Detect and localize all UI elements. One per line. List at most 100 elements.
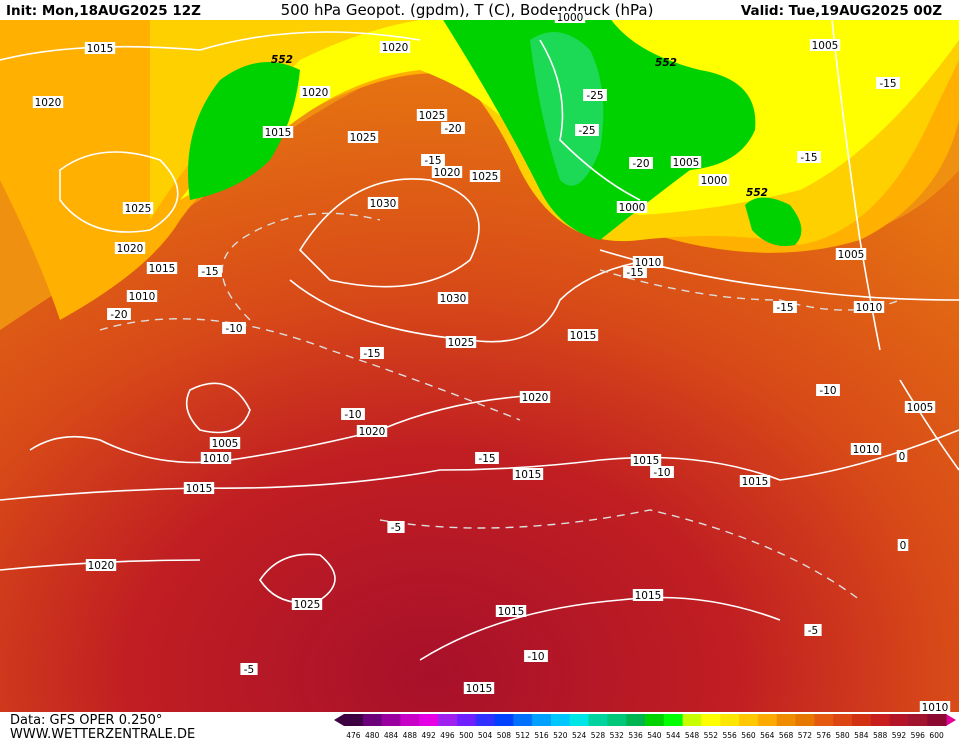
pressure-label: 1010 [856,302,883,314]
label-box [630,454,662,466]
label-box [463,682,495,694]
legend-label: 524 [572,731,587,740]
label-box [896,450,908,462]
temperature-label: -10 [527,651,544,663]
pressure-label: 1020 [88,560,115,572]
legend-swatch [362,714,383,726]
label-box [367,197,399,209]
pressure-label: 1015 [265,127,292,139]
legend-swatch [889,714,909,726]
temperature-label: -10 [653,467,670,479]
label-box [816,384,840,396]
legend-label: 548 [685,731,700,740]
legend-swatch [419,714,439,726]
label-box [209,437,241,449]
label-box [146,262,178,274]
label-box [853,301,885,313]
label-box [583,89,607,101]
pressure-label: 1025 [125,203,152,215]
label-box [469,170,501,182]
pressure-label: 1015 [149,263,176,275]
pressure-label: 1005 [673,157,700,169]
legend-arrow [946,714,956,726]
legend-label: 576 [817,731,832,740]
pressure-label: 1025 [472,171,499,183]
legend-label: 504 [478,731,493,740]
label-box [122,202,154,214]
label-box [421,154,445,166]
legend-swatch [344,714,364,726]
label-box [84,42,116,54]
legend-label: 520 [553,731,568,740]
pressure-label: 1015 [742,476,769,488]
label-box [797,151,821,163]
temperature-label: -15 [879,78,896,90]
legend-swatch [739,714,759,726]
label-box [347,131,379,143]
pressure-label: 1025 [419,110,446,122]
label-box [475,452,499,464]
pressure-label: 1015 [87,43,114,55]
geopotential-label: 552 [746,187,768,199]
legend-label: 536 [628,731,643,740]
label-box [291,598,323,610]
geopotential-label: 552 [271,54,293,66]
temperature-label: -25 [578,125,595,137]
legend-swatch [456,714,477,726]
label-box [416,109,448,121]
legend-swatch [927,714,947,726]
legend-label: 532 [610,731,625,740]
legend-swatch [569,714,590,726]
legend-swatch [513,714,533,726]
label-box [519,391,551,403]
legend-swatch [475,714,495,726]
temperature-label: -5 [244,664,254,676]
legend-label: 564 [760,731,775,740]
temperature-label: -15 [776,302,793,314]
legend-swatch [870,714,891,726]
pressure-label: 1005 [907,402,934,414]
legend-label: 600 [929,731,944,740]
legend-swatch [908,714,928,726]
geopotential-label: 552 [655,57,677,69]
pressure-label: 1010 [203,453,230,465]
temperature-label: -15 [424,155,441,167]
label-box [629,157,653,169]
label-box [183,482,215,494]
label-box [379,41,411,53]
legend-swatch [851,714,872,726]
legend-label: 540 [647,731,662,740]
legend-label: 580 [835,731,850,740]
legend-swatch [400,714,420,726]
init-time: Init: Mon,18AUG2025 12Z [6,3,201,19]
label-box [876,77,900,89]
legend-label: 512 [516,731,531,740]
label-box [114,242,146,254]
legend-swatch [381,714,401,726]
label-box [85,559,117,571]
pressure-label: 1015 [466,683,493,695]
label-box [240,663,258,675]
temperature-label: -10 [819,385,836,397]
valid-time: Valid: Tue,19AUG2025 00Z [741,3,942,19]
label-box [773,301,797,313]
legend-label: 596 [911,731,926,740]
legend-swatch [776,714,796,726]
legend-swatch [682,714,702,726]
pressure-label: 1000 [557,12,584,24]
label-box [356,425,388,437]
legend-label: 544 [666,731,681,740]
pressure-label: 1005 [812,40,839,52]
legend-swatch [757,714,778,726]
map [0,0,959,712]
legend-arrow [334,714,344,726]
data-source: Data: GFS OPER 0.250° [10,713,162,728]
label-box [850,443,882,455]
label-box [919,701,951,713]
pressure-label: 1015 [633,455,660,467]
legend-swatch [663,714,684,726]
pressure-label: 1005 [212,438,239,450]
legend-label: 592 [892,731,907,740]
label-box [107,308,131,320]
pressure-label: 1030 [370,198,397,210]
